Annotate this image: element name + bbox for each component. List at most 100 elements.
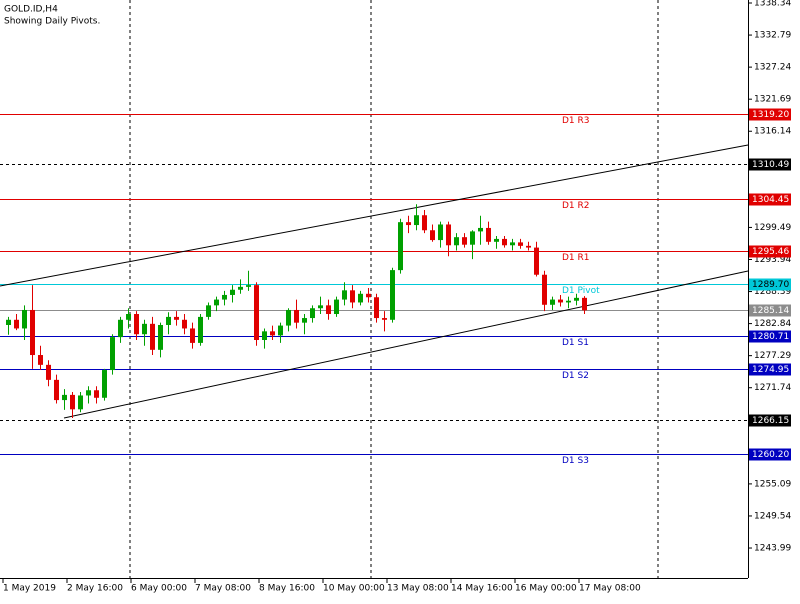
candle-body — [158, 324, 163, 350]
pivot-label: D1 S2 — [562, 371, 589, 381]
candle-body — [166, 316, 171, 325]
y-tick-label: 1321.69 — [754, 95, 791, 105]
candle-body — [358, 293, 363, 303]
y-tick-label: 1299.49 — [754, 223, 791, 233]
candle-body — [62, 394, 67, 401]
pivot-label: D1 S1 — [562, 338, 589, 348]
pivot-box-label: 1280.71 — [752, 332, 789, 342]
candle-body — [574, 297, 579, 301]
candle-body — [518, 242, 523, 246]
candle-body — [478, 227, 483, 232]
candle-body — [566, 300, 571, 303]
candle-body — [422, 215, 427, 231]
pivot-label: D1 S3 — [562, 456, 589, 466]
candle-body — [582, 297, 587, 311]
candle-body — [382, 318, 387, 320]
candle-body — [198, 316, 203, 343]
y-tick-label: 1332.79 — [754, 31, 791, 41]
candle-body — [254, 285, 259, 341]
candle-body — [334, 299, 339, 315]
x-tick-label: 16 May 00:00 — [515, 584, 577, 594]
pivot-box-label: 1295.46 — [752, 247, 789, 257]
pivot-box — [749, 448, 791, 461]
candle-body — [6, 319, 11, 325]
x-tick-label: 8 May 16:00 — [259, 584, 315, 594]
x-tick-label: 6 May 00:00 — [131, 584, 187, 594]
candle-body — [30, 309, 35, 356]
pivot-box-label: 1260.20 — [752, 450, 789, 460]
pivot-box-label: 1274.95 — [752, 365, 789, 375]
candle-body — [310, 308, 315, 319]
candle-body — [326, 305, 331, 315]
pivot-box — [749, 363, 791, 376]
candle-body — [278, 325, 283, 336]
y-tick-label: 1288.39 — [754, 287, 791, 297]
candle-body — [134, 314, 139, 335]
candle-body — [406, 222, 411, 226]
candle-body — [150, 323, 155, 350]
candle-body — [350, 290, 355, 303]
y-tick-label: 1316.14 — [754, 127, 791, 137]
candle-body — [486, 227, 491, 242]
y-tick-label: 1249.54 — [754, 511, 791, 521]
candle-body — [246, 285, 251, 287]
candle-body — [174, 316, 179, 320]
candle-body — [366, 293, 371, 298]
y-tick-label: 1255.09 — [754, 479, 791, 489]
candle-body — [38, 355, 43, 365]
trendline — [0, 144, 749, 287]
y-tick-label: 1338.34 — [754, 0, 791, 9]
candle-body — [462, 237, 467, 245]
candle-body — [542, 274, 547, 305]
x-tick-label: 1 May 2019 — [3, 584, 56, 594]
candle-body — [446, 224, 451, 246]
chart-subtitle: Showing Daily Pivots. — [4, 17, 100, 27]
pivot-label: D1 R1 — [562, 253, 590, 263]
x-tick-label: 7 May 08:00 — [195, 584, 251, 594]
candle-body — [94, 390, 99, 398]
pivot-label: D1 Pivot — [562, 286, 600, 296]
y-tick-label: 1327.24 — [754, 63, 791, 73]
candle-body — [206, 305, 211, 317]
y-tick-label: 1243.99 — [754, 544, 791, 554]
candle-body — [502, 238, 507, 246]
candle-body — [182, 319, 187, 329]
candle-body — [142, 323, 147, 335]
chart-title: GOLD.ID,H4 — [4, 5, 58, 15]
candle-body — [190, 328, 195, 343]
candle-body — [342, 290, 347, 300]
candle-body — [414, 215, 419, 226]
price-box — [749, 414, 791, 427]
x-tick-label: 17 May 08:00 — [579, 584, 641, 594]
candle-body — [214, 299, 219, 306]
pivot-label: D1 R3 — [562, 116, 590, 126]
trendline — [63, 270, 749, 419]
candle-body — [102, 370, 107, 398]
candle-body — [230, 289, 235, 295]
candle-body — [270, 331, 275, 336]
candle-body — [550, 299, 555, 305]
candle-body — [318, 305, 323, 309]
candle-body — [238, 286, 243, 290]
candle-body — [558, 299, 563, 303]
candle-body — [22, 309, 27, 329]
candle-body — [14, 319, 19, 329]
price-box-label: 1310.49 — [752, 160, 789, 170]
candle-body — [470, 231, 475, 245]
candle-body — [430, 230, 435, 241]
candle-body — [294, 309, 299, 323]
candle-body — [302, 318, 307, 323]
candle-body — [286, 309, 291, 326]
candle-body — [438, 224, 443, 241]
candle-body — [78, 395, 83, 410]
candle-body — [110, 337, 115, 371]
y-tick-label: 1293.94 — [754, 255, 791, 265]
candle-body — [510, 242, 515, 246]
pivot-box — [749, 193, 791, 206]
candle-body — [534, 247, 539, 275]
candle-body — [398, 222, 403, 271]
candle-body — [222, 294, 227, 300]
candle-body — [86, 390, 91, 396]
candle-body — [54, 379, 59, 401]
